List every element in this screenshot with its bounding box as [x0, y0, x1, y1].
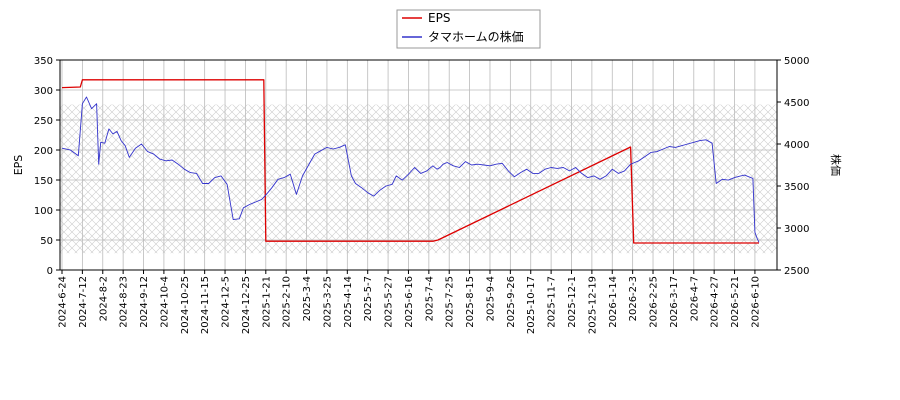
left-tick-label: 250: [34, 116, 53, 127]
right-axis-title: 株価: [829, 154, 843, 176]
x-tick-label: 2026-2-3: [628, 276, 639, 321]
x-tick-label: 2024-12-25: [241, 276, 252, 334]
legend-eps-label: EPS: [428, 11, 450, 25]
left-tick-label: 200: [34, 146, 53, 157]
legend-price-label: タマホームの株価: [428, 29, 524, 44]
x-tick-label: 2025-4-14: [343, 276, 354, 328]
eps-line: [61, 79, 759, 244]
left-tick-label: 150: [34, 176, 53, 187]
x-tick-label: 2025-1-21: [261, 276, 272, 328]
left-tick-label: 0: [47, 266, 53, 277]
x-tick-label: 2025-8-15: [465, 276, 476, 328]
x-tick-label: 2024-11-15: [200, 276, 211, 334]
price-line: [61, 96, 760, 243]
x-tick-label: 2025-12-1: [567, 276, 578, 328]
x-tick-label: 2026-4-27: [710, 276, 721, 328]
hatch-band: [60, 104, 777, 254]
right-tick-label: 3500: [784, 182, 809, 193]
x-tick-label: 2026-1-14: [608, 276, 619, 328]
right-tick-label: 4500: [784, 98, 809, 109]
x-tick-label: 2025-7-4: [424, 276, 435, 321]
x-tick-label: 2025-3-25: [322, 276, 333, 328]
legend: EPS タマホームの株価: [396, 9, 541, 49]
left-tick-label: 350: [34, 56, 53, 67]
x-tick-label: 2025-5-7: [363, 276, 374, 321]
x-tick-label: 2025-9-4: [486, 276, 497, 321]
x-tick-label: 2024-7-12: [78, 276, 89, 328]
plot-frame: [59, 59, 778, 271]
x-tick-label: 2024-10-25: [180, 276, 191, 334]
x-tick-label: 2025-6-16: [404, 276, 415, 328]
x-tick-label: 2025-12-19: [587, 276, 598, 334]
legend-box: [396, 9, 541, 49]
right-tick-label: 2500: [784, 266, 809, 277]
right-tick-label: 5000: [784, 56, 809, 67]
x-tick-label: 2025-11-7: [547, 276, 558, 328]
right-tick-label: 4000: [784, 140, 809, 151]
x-tick-label: 2025-5-27: [384, 276, 395, 328]
x-tick-label: 2025-10-17: [526, 276, 537, 334]
left-tick-label: 50: [40, 236, 53, 247]
x-tick-label: 2024-8-2: [98, 276, 109, 321]
x-tick-label: 2024-10-4: [159, 276, 170, 328]
x-tick-label: 2026-3-17: [669, 276, 680, 328]
x-tick-label: 2024-8-23: [119, 276, 130, 328]
x-tick-label: 2025-2-10: [282, 276, 293, 328]
x-tick-label: 2026-5-21: [730, 276, 741, 328]
x-tick-label: 2025-7-25: [445, 276, 456, 328]
x-tick-label: 2025-9-26: [506, 276, 517, 328]
x-tick-label: 2025-3-4: [302, 276, 313, 321]
left-tick-label: 300: [34, 86, 53, 97]
left-tick-label: 100: [34, 206, 53, 217]
x-tick-label: 2026-6-10: [750, 276, 761, 328]
right-tick-label: 3000: [784, 224, 809, 235]
x-tick-label: 2024-6-24: [58, 276, 69, 328]
x-tick-label: 2026-2-25: [649, 276, 660, 328]
left-axis-title: EPS: [12, 155, 25, 176]
x-tick-label: 2024-12-5: [221, 276, 232, 328]
x-tick-label: 2026-4-7: [689, 276, 700, 321]
x-tick-label: 2024-9-12: [139, 276, 150, 328]
